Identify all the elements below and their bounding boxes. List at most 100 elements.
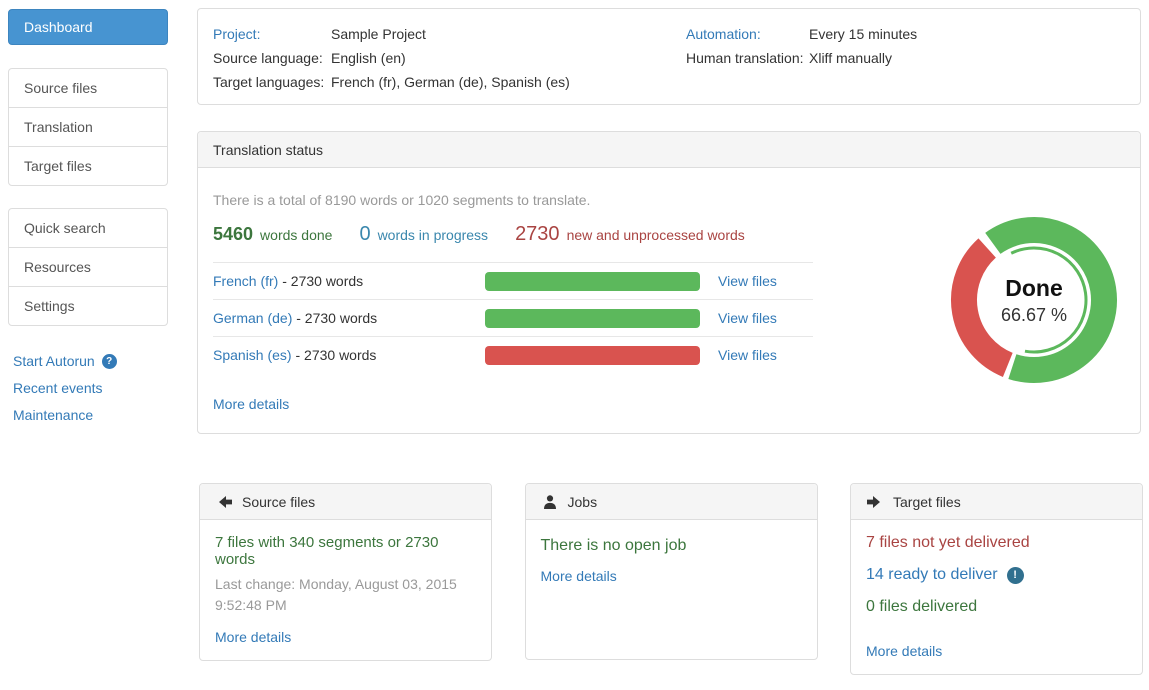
- project-value: Sample Project: [331, 26, 426, 42]
- summary-cards: Source files 7 files with 340 segments o…: [199, 483, 1143, 675]
- sidebar-link-start-autorun[interactable]: Start Autorun ?: [13, 353, 168, 369]
- progress-bar-track: [485, 346, 700, 365]
- words-done-count: 5460: [213, 224, 254, 244]
- translation-status-title: Translation status: [213, 141, 323, 158]
- sidebar-link-recent-events[interactable]: Recent events: [13, 380, 168, 396]
- ready-to-deliver-row: 14 ready to deliver !: [866, 566, 1127, 584]
- translation-status-header: Translation status: [198, 132, 1140, 168]
- stat-words-done: 5460 words done: [213, 224, 332, 245]
- jobs-status-text: There is no open job: [540, 537, 687, 554]
- arrow-right-icon: [866, 495, 884, 509]
- project-info-left: Project: Sample Project Source language:…: [213, 22, 570, 94]
- donut-title: Done: [1005, 274, 1063, 301]
- done-donut-chart: Done 66.67 %: [946, 212, 1122, 388]
- human-translation-row: Human translation: Xliff manually: [686, 46, 917, 70]
- source-files-card: Source files 7 files with 340 segments o…: [199, 483, 492, 661]
- sidebar-item-settings[interactable]: Settings: [9, 286, 167, 325]
- status-more-details-link[interactable]: More details: [213, 396, 290, 412]
- source-files-more-details-link[interactable]: More details: [215, 629, 292, 645]
- donut-percent: 66.67 %: [1000, 304, 1068, 325]
- alert-icon[interactable]: !: [1006, 566, 1024, 584]
- word-stats: 5460 words done 0 words in progress 2730…: [213, 223, 1125, 246]
- language-link-french[interactable]: French (fr): [213, 273, 279, 289]
- source-files-last-change: Last change: Monday, August 03, 2015 9:5…: [215, 576, 457, 613]
- help-icon[interactable]: ?: [101, 353, 117, 369]
- table-row: German (de) - 2730 words View files: [213, 299, 813, 336]
- project-link[interactable]: Project:: [213, 26, 261, 42]
- arrow-left-icon: [215, 495, 233, 509]
- jobs-card: Jobs There is no open job More details: [524, 483, 818, 660]
- progress-bar-track: [485, 272, 700, 291]
- view-files-link-german[interactable]: View files: [718, 310, 777, 326]
- table-row: French (fr) - 2730 words View files: [213, 262, 813, 299]
- jobs-card-body: There is no open job More details: [526, 520, 817, 600]
- dashboard-button[interactable]: Dashboard: [8, 9, 168, 45]
- project-info-right: Automation: Every 15 minutes Human trans…: [686, 22, 917, 70]
- new-words-label: new and unprocessed words: [566, 227, 745, 243]
- delivered-count: 0 files delivered: [866, 598, 978, 615]
- language-words-spanish: - 2730 words: [291, 347, 377, 363]
- progress-bar-track: [485, 309, 700, 328]
- human-translation-value: Xliff manually: [809, 50, 893, 66]
- person-icon: [541, 494, 559, 509]
- source-language-label: Source language:: [213, 50, 323, 66]
- jobs-more-details-link[interactable]: More details: [540, 568, 617, 584]
- language-link-spanish[interactable]: Spanish (es): [213, 347, 292, 363]
- target-files-card: Target files 7 files not yet delivered 1…: [850, 483, 1143, 675]
- sidebar-item-quick-search[interactable]: Quick search: [24, 220, 106, 236]
- language-words-german: - 2730 words: [292, 310, 378, 326]
- source-files-card-body: 7 files with 340 segments or 2730 words …: [200, 520, 491, 661]
- sidebar-link-maintenance[interactable]: Maintenance: [13, 407, 168, 423]
- target-languages-row: Target languages: French (fr), German (d…: [213, 70, 570, 94]
- target-files-card-body: 7 files not yet delivered 14 ready to de…: [851, 520, 1142, 675]
- language-progress-bar: [485, 272, 700, 291]
- target-files-card-title: Target files: [893, 493, 961, 510]
- target-files-card-header: Target files: [851, 484, 1142, 520]
- sidebar-links: Start Autorun ? Recent events Maintenanc…: [8, 353, 168, 423]
- not-delivered-count: 7 files not yet delivered: [866, 534, 1030, 551]
- target-files-more-details-link[interactable]: More details: [866, 643, 943, 659]
- table-row: Spanish (es) - 2730 words View files: [213, 336, 813, 373]
- automation-value: Every 15 minutes: [809, 26, 918, 42]
- language-link-german[interactable]: German (de): [213, 310, 293, 326]
- source-language-row: Source language: English (en): [213, 46, 570, 70]
- human-translation-label: Human translation:: [686, 50, 804, 66]
- jobs-card-header: Jobs: [525, 484, 817, 520]
- sidebar: Dashboard Source files Translation Targe…: [8, 9, 168, 434]
- sidebar-item-translation[interactable]: Translation: [9, 107, 167, 146]
- totals-summary: There is a total of 8190 words or 1020 s…: [213, 192, 591, 208]
- project-row: Project: Sample Project: [213, 22, 570, 46]
- automation-row: Automation: Every 15 minutes: [686, 22, 917, 46]
- words-in-progress-label: words in progress: [377, 227, 489, 243]
- automation-link[interactable]: Automation:: [686, 26, 761, 42]
- source-files-card-title: Source files: [242, 493, 316, 510]
- main-content: Project: Sample Project Source language:…: [197, 8, 1143, 675]
- target-languages-label: Target languages:: [213, 74, 325, 90]
- recent-events-label: Recent events: [13, 380, 103, 396]
- language-table: French (fr) - 2730 words View files Germ…: [213, 262, 813, 373]
- translation-status-body: There is a total of 8190 words or 1020 s…: [198, 168, 1140, 435]
- jobs-card-title: Jobs: [567, 493, 598, 510]
- maintenance-label: Maintenance: [13, 407, 94, 423]
- sidebar-item-resources[interactable]: Resources: [9, 247, 167, 286]
- donut-center-label: Done 66.67 %: [946, 212, 1122, 388]
- language-progress-bar: [485, 309, 700, 328]
- sidebar-item-target-files[interactable]: Target files: [9, 146, 167, 185]
- view-files-link-french[interactable]: View files: [718, 273, 777, 289]
- target-languages-value: French (fr), German (de), Spanish (es): [331, 74, 570, 90]
- stat-new-words: 2730 new and unprocessed words: [515, 223, 745, 246]
- words-in-progress-count: 0: [359, 223, 371, 245]
- source-language-value: English (en): [331, 50, 406, 66]
- translation-status-panel: Translation status There is a total of 8…: [197, 131, 1141, 434]
- sidebar-nav-group-files: Source files Translation Target files: [8, 68, 168, 186]
- stat-words-in-progress: 0 words in progress: [359, 223, 488, 246]
- project-info-panel: Project: Sample Project Source language:…: [197, 8, 1141, 105]
- ready-to-deliver-count: 14 ready to deliver: [866, 566, 998, 583]
- donut-chart-svg: [951, 217, 1117, 383]
- sidebar-item-source-files[interactable]: Source files: [24, 80, 98, 96]
- start-autorun-label: Start Autorun: [13, 353, 95, 369]
- language-progress-bar: [485, 346, 700, 365]
- view-files-link-spanish[interactable]: View files: [718, 347, 777, 363]
- source-files-card-header: Source files: [200, 484, 491, 520]
